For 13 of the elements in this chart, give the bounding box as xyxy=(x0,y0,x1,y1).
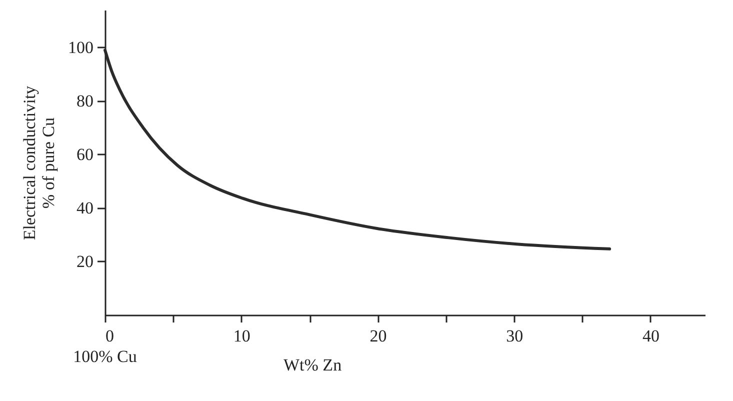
y-tick-label: 40 xyxy=(76,198,94,218)
x-tick-label: 10 xyxy=(233,326,250,346)
y-axis-title: Electrical conductivity % of pure Cu xyxy=(20,85,58,240)
x-tick-label: 40 xyxy=(642,326,660,346)
x-tick-label: 30 xyxy=(506,326,524,346)
x-tick-label: 0 xyxy=(106,326,114,346)
y-tick-label: 100 xyxy=(68,38,94,57)
text: 100% Cu xyxy=(73,347,138,366)
x-tick-label: 20 xyxy=(370,326,387,346)
x-axis-title: Wt% Zn xyxy=(284,356,342,374)
y-tick-label: 60 xyxy=(76,144,94,164)
y-tick-label: 20 xyxy=(76,252,94,271)
y-tick-label: 80 xyxy=(76,91,94,110)
